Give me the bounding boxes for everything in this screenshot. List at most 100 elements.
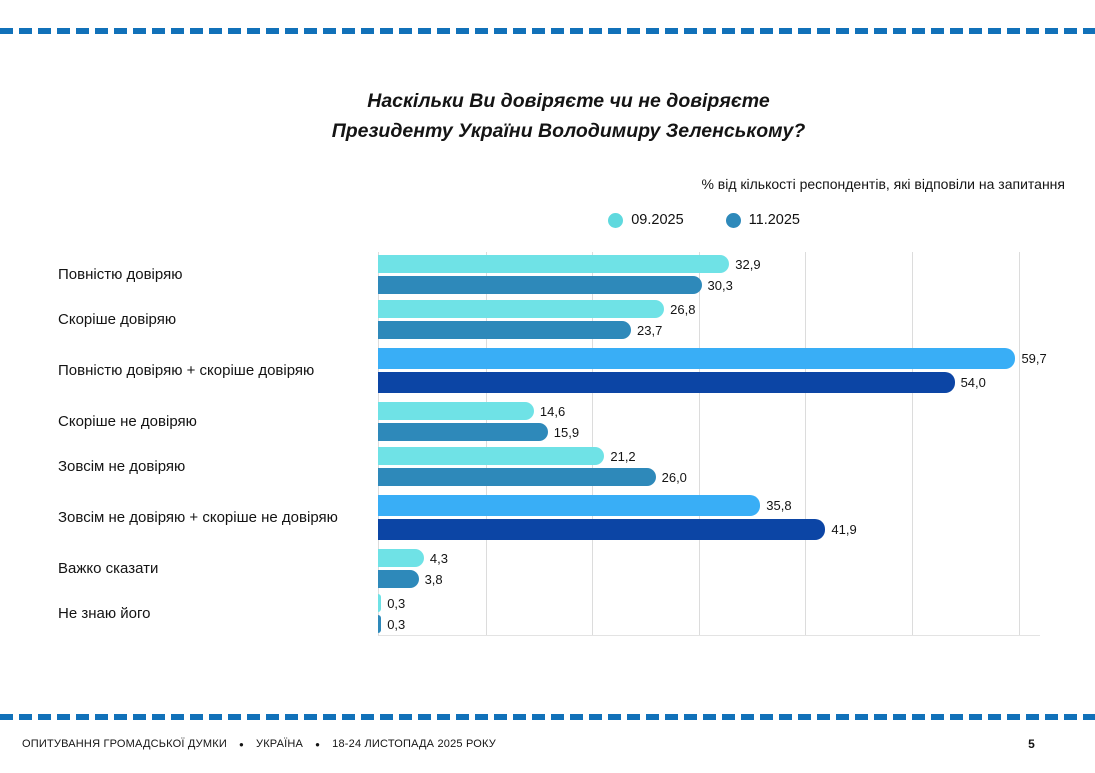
chart-row: Зовсім не довіряю 21,2 26,0	[58, 444, 1040, 489]
bar-line: 21,2	[378, 447, 1040, 465]
chart-row: Скоріше не довіряю 14,6 15,9	[58, 399, 1040, 444]
category-label: Важко сказати	[58, 560, 159, 577]
category-label: Повністю довіряю	[58, 266, 183, 283]
bar-line: 59,7	[378, 348, 1047, 369]
bar-11.2025	[378, 423, 548, 441]
bar-11.2025	[378, 615, 382, 633]
value-label: 3,8	[424, 571, 443, 587]
bar-09.2025	[378, 495, 761, 516]
gridline	[912, 252, 914, 635]
value-label: 59,7	[1021, 351, 1047, 366]
bar-line: 26,0	[378, 468, 1040, 486]
category-label: Зовсім не довіряю + скоріше не довіряю	[58, 509, 338, 526]
bar-group: 26,8 23,7	[378, 300, 1040, 339]
chart-title: Наскільки Ви довіряєте чи не довіряєте П…	[21, 86, 1095, 146]
bar-11.2025	[378, 570, 419, 588]
chart-row: Зовсім не довіряю + скоріше не довіряю 35…	[58, 489, 1040, 546]
bar-group: 35,8 41,9	[378, 495, 1040, 540]
category-label: Не знаю його	[58, 605, 151, 622]
gridline	[1018, 252, 1020, 635]
chart-row: Скоріше довіряю 26,8 23,7	[58, 297, 1040, 342]
value-label: 15,9	[553, 424, 580, 440]
legend-item-09-2025: 09.2025	[608, 212, 684, 228]
bar-line: 0,3	[378, 594, 1040, 612]
value-label: 0,3	[387, 595, 406, 611]
top-dashed-divider	[0, 28, 1095, 34]
bar-line: 41,9	[378, 519, 1040, 540]
page-number: 5	[1028, 737, 1035, 751]
grid-layer	[378, 252, 1040, 636]
legend-label: 09.2025	[631, 212, 684, 228]
bar-09.2025	[378, 255, 730, 273]
chart-row: Повністю довіряю 32,9 30,3	[58, 252, 1040, 297]
chart-row: Повністю довіряю + скоріше довіряю 59,7 54…	[58, 342, 1047, 399]
bar-group: 0,3 0,3	[378, 594, 1040, 633]
bullet-icon: ●	[238, 739, 244, 749]
bar-line: 3,8	[378, 570, 1040, 588]
bar-09.2025	[378, 447, 605, 465]
value-label: 30,3	[707, 277, 733, 293]
category-label: Скоріше довіряю	[58, 311, 177, 328]
footer-country: УКРАЇНА	[256, 738, 304, 750]
bar-group: 4,3 3,8	[378, 549, 1040, 588]
bar-line: 0,3	[378, 615, 1040, 633]
footer-date-range: 18-24 ЛИСТОПАДА 2025 РОКУ	[332, 738, 496, 750]
bar-line: 4,3	[378, 549, 1040, 567]
chart-rows: Повністю довіряю 32,9 30,3 Скоріше довіряю 2…	[58, 252, 1047, 636]
bar-line: 35,8	[378, 495, 1040, 516]
legend-item-11-2025: 11.2025	[725, 212, 800, 228]
value-label: 41,9	[831, 522, 857, 537]
category-label: Зовсім не довіряю	[58, 458, 186, 475]
chart-row: Важко сказати 4,3 3,8	[58, 546, 1040, 591]
value-label: 54,0	[960, 375, 986, 390]
bar-group: 32,9 30,3	[378, 255, 1040, 294]
value-label: 14,6	[539, 403, 566, 419]
bottom-dashed-divider	[0, 714, 1095, 720]
value-label: 26,8	[670, 301, 696, 317]
value-label: 0,3	[387, 616, 406, 632]
bar-group: 59,7 54,0	[378, 348, 1047, 393]
gridline	[805, 252, 807, 635]
gridline	[698, 252, 700, 635]
bar-line: 23,7	[378, 321, 1040, 339]
gridline	[485, 252, 487, 635]
footer: ОПИТУВАННЯ ГРОМАДСЬКОЇ ДУМКИ ● УКРАЇНА ●…	[22, 737, 1035, 751]
chart-row: Не знаю його 0,3 0,3	[58, 591, 1040, 636]
legend-label: 11.2025	[748, 212, 800, 228]
bar-09.2025	[378, 402, 534, 420]
footer-survey-label: ОПИТУВАННЯ ГРОМАДСЬКОЇ ДУМКИ	[22, 738, 227, 750]
category-label: Повністю довіряю + скоріше довіряю	[58, 362, 315, 379]
gridline	[592, 252, 594, 635]
bar-09.2025	[378, 348, 1016, 369]
legend: 09.2025 11.2025	[608, 212, 800, 228]
bar-09.2025	[378, 549, 424, 567]
legend-dot-icon	[608, 212, 624, 228]
chart-title-line1: Наскільки Ви довіряєте чи не довіряєте	[367, 90, 770, 112]
bar-line: 30,3	[378, 276, 1040, 294]
bar-line: 14,6	[378, 402, 1040, 420]
bar-11.2025	[378, 321, 632, 339]
bar-11.2025	[378, 372, 955, 393]
bar-11.2025	[378, 468, 656, 486]
chart-subtitle: % від кількості респондентів, які відпов…	[701, 176, 1065, 192]
bar-09.2025	[378, 594, 382, 612]
value-label: 23,7	[637, 322, 663, 338]
bar-group: 21,2 26,0	[378, 447, 1040, 486]
bar-line: 32,9	[378, 255, 1040, 273]
legend-dot-icon	[725, 212, 741, 228]
bar-11.2025	[378, 276, 702, 294]
value-label: 4,3	[429, 550, 448, 566]
bar-09.2025	[378, 300, 665, 318]
bar-11.2025	[378, 519, 826, 540]
value-label: 21,2	[610, 448, 636, 464]
bar-chart: Повністю довіряю 32,9 30,3 Скоріше довіряю 2…	[58, 252, 1047, 636]
category-label: Скоріше не довіряю	[58, 413, 197, 430]
value-label: 32,9	[735, 256, 761, 272]
bullet-icon: ●	[315, 739, 321, 749]
chart-title-line2: Президенту України Володимиру Зеленськом…	[331, 120, 806, 143]
bar-line: 54,0	[378, 372, 1040, 393]
bar-line: 26,8	[378, 300, 1040, 318]
bar-group: 14,6 15,9	[378, 402, 1040, 441]
bar-line: 15,9	[378, 423, 1040, 441]
